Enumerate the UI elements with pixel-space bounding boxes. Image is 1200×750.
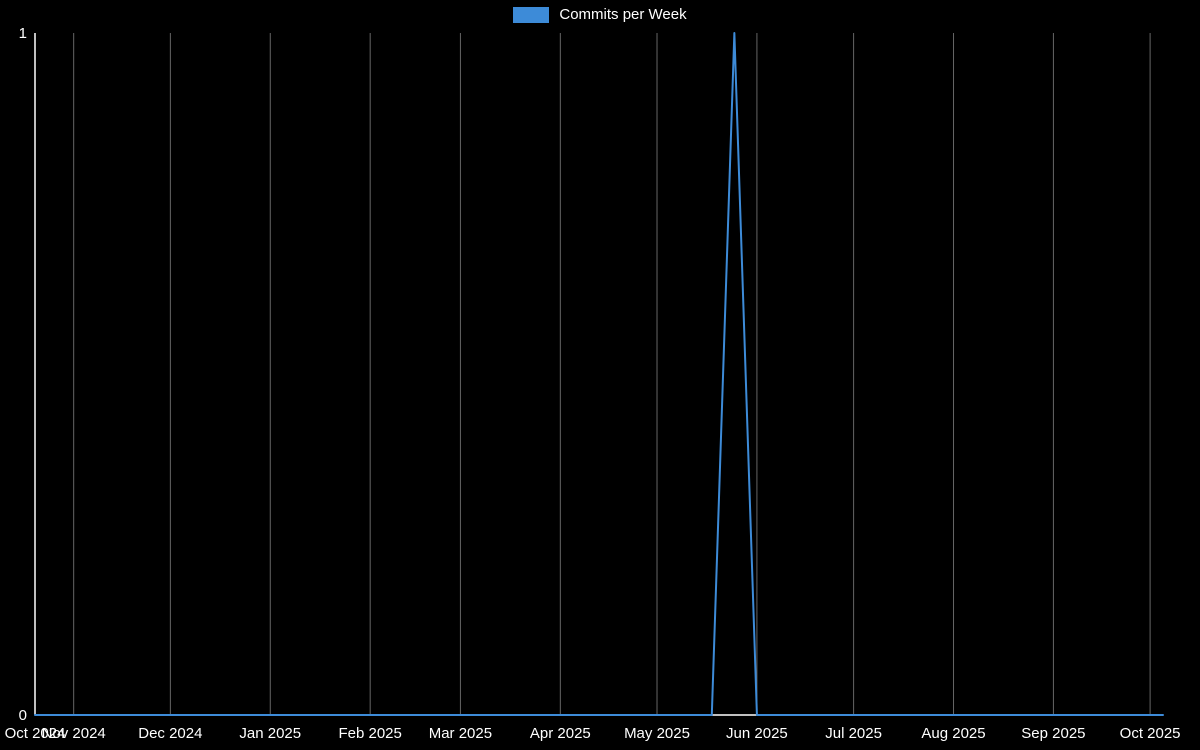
y-tick-label: 0 <box>19 707 27 724</box>
x-tick-label: Oct 2025 <box>1120 725 1181 742</box>
legend-swatch-icon <box>513 7 550 23</box>
series-line-commits-per-week <box>34 32 1164 716</box>
y-tick-label: 1 <box>19 25 27 42</box>
x-tick-label: Nov 2024 <box>42 725 106 742</box>
x-tick-label: Sep 2025 <box>1021 725 1085 742</box>
x-tick-label: Aug 2025 <box>921 725 985 742</box>
x-tick-label: Oct 2024 <box>5 725 66 742</box>
x-tick-label: Jan 2025 <box>239 725 301 742</box>
x-tick-label: Feb 2025 <box>338 725 401 742</box>
legend-label: Commits per Week <box>559 6 687 23</box>
x-tick-label: May 2025 <box>624 725 690 742</box>
x-tick-label: Mar 2025 <box>429 725 492 742</box>
x-tick-label: Jun 2025 <box>726 725 788 742</box>
x-tick-label: Apr 2025 <box>530 725 591 742</box>
chart-legend: Commits per Week <box>0 7 1200 23</box>
x-tick-label: Dec 2024 <box>138 725 202 742</box>
x-tick-label: Jul 2025 <box>825 725 882 742</box>
